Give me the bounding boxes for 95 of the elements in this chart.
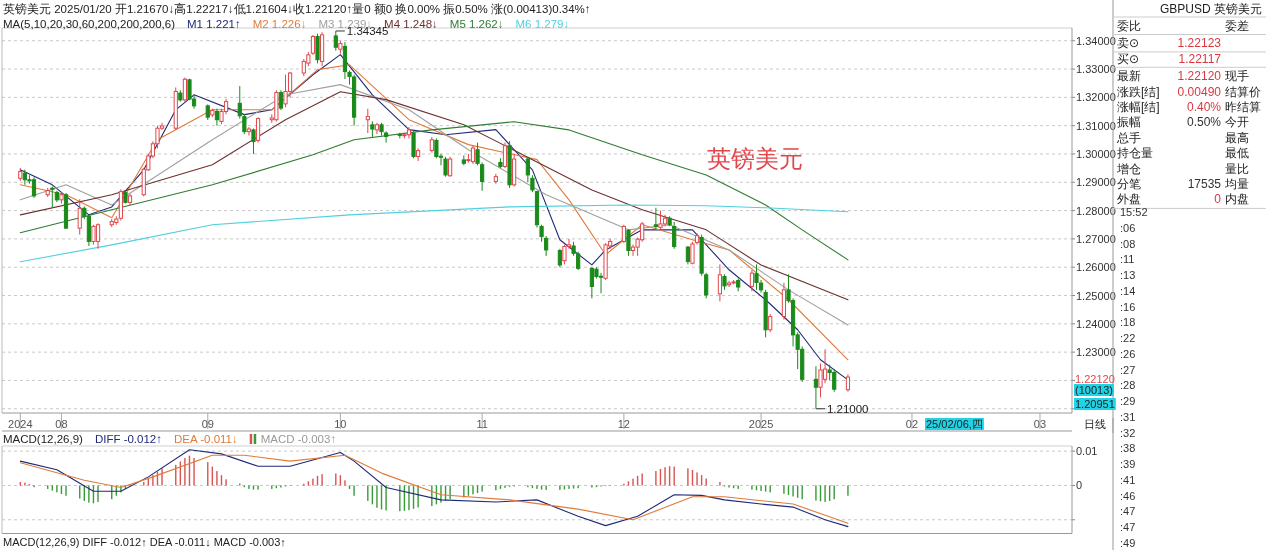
text: M1 1.221↑ [187, 18, 241, 30]
x-tick-label: 11 [476, 418, 488, 430]
text: 0.40% [1186, 100, 1221, 114]
y-tick-label: 1.26000 [1076, 261, 1116, 274]
text: 日线 [1084, 418, 1106, 430]
x-tick-label: 2025 [748, 418, 774, 430]
text: :38 [1120, 442, 1136, 455]
y-tick-label: 1.24000 [1076, 317, 1116, 330]
category-label: 最低 [1225, 146, 1249, 161]
text: :18 [1120, 316, 1136, 329]
chart-title: 英镑美元 2025/01/20 开1.21670↓高1.22217↓低1.21604↓收1.22120↑量0 额0 换0.00% 振0.50% 涨(0.00413)0.34%↑ [3, 2, 591, 15]
text: :32 [1120, 426, 1136, 439]
y-tick-label: 1.31000 [1076, 119, 1116, 132]
y-tick-label: 1.23000 [1076, 346, 1116, 359]
text: M5 1.262↓ [449, 18, 504, 30]
y-tick-label: 1.27000 [1076, 232, 1116, 245]
x-tick-label: 03 [1033, 418, 1047, 430]
text: 1.22117 [1178, 51, 1221, 66]
text: :06 [1120, 221, 1136, 234]
category-label: 涨幅[结] [1117, 100, 1160, 114]
text: :29 [1120, 395, 1136, 408]
text: :31 [1120, 410, 1136, 423]
y-tick-label: 1.32000 [1076, 91, 1116, 104]
annotation: 1.21000 [826, 402, 869, 415]
y-tick-label: 0.01 [1076, 445, 1098, 458]
text: 1.22120 [1075, 373, 1115, 385]
text: 15:52 [1120, 206, 1148, 218]
text: :27 [1120, 363, 1136, 376]
category-label: 昨结算 [1225, 100, 1261, 114]
text: 25/02/06,四 [926, 418, 983, 430]
category-label: 现手 [1225, 69, 1249, 84]
text: :28 [1120, 379, 1136, 392]
series-label: DIFF -0.012↑ [94, 433, 162, 445]
text: 0 [1214, 192, 1221, 207]
category-label: 委差 [1225, 19, 1249, 33]
series-label: DEA -0.011↓ [174, 433, 238, 445]
legend-title: MACD(12,26,9) [3, 433, 84, 445]
category-label: 振幅 [1117, 115, 1141, 130]
category-label: 结算价 [1225, 84, 1261, 99]
y-tick-label: 1.29000 [1076, 176, 1116, 189]
text: :39 [1120, 458, 1136, 471]
annotation: 英镑美元 [707, 144, 803, 172]
y-tick-label: 1.30000 [1076, 147, 1116, 160]
y-tick-label: 1.34000 [1076, 34, 1116, 47]
x-tick-label: 02 [905, 418, 919, 430]
text: :22 [1120, 332, 1136, 345]
text: (10013) [1075, 384, 1113, 396]
text: :11 [1120, 253, 1135, 266]
x-tick-label: 2024 [8, 418, 33, 430]
category-label: 卖⊙ [1117, 36, 1140, 51]
category-label: 外盘 [1117, 192, 1141, 207]
y-tick-label: 1.28000 [1076, 204, 1116, 217]
category-label: 内盘 [1225, 192, 1249, 207]
text: 0.00490 [1177, 84, 1221, 99]
category-label: 最高 [1225, 130, 1249, 145]
y-tick-label: 0 [1076, 479, 1083, 492]
y-tick-label: 1.25000 [1076, 289, 1116, 302]
x-tick-label: 08 [55, 418, 68, 430]
text: 17535 [1187, 177, 1221, 191]
category-label: 委比 [1117, 19, 1141, 33]
category-label: 总手 [1117, 130, 1141, 145]
category-label: 今开 [1225, 115, 1249, 130]
text: 1.22123 [1177, 36, 1221, 51]
text: :46 [1120, 489, 1136, 502]
category-label: 量比 [1225, 161, 1249, 176]
category-label: 增仓 [1117, 161, 1141, 176]
category-label: 均量 [1225, 177, 1249, 191]
category-label: 分笔 [1117, 177, 1141, 191]
text: 1.20951 [1075, 398, 1115, 410]
category-label: 最新 [1117, 69, 1141, 84]
text: MACD(12,26,9) DIFF -0.012↑ DEA -0.011↓ MACD -0.003↑ [3, 536, 286, 548]
text: :49 [1120, 536, 1136, 549]
category-label: 涨跌[结] [1117, 84, 1160, 99]
text: :08 [1120, 237, 1136, 250]
text: 1.22120 [1177, 69, 1221, 84]
text: GBPUSD 英镑美元 [1159, 2, 1262, 16]
text: :14 [1120, 284, 1136, 297]
text: :13 [1120, 269, 1136, 282]
x-tick-label: 09 [201, 418, 214, 430]
category-label: 买⊙ [1117, 51, 1140, 66]
y-tick-label: 1.33000 [1076, 63, 1116, 76]
text: M6 1.279↓ [515, 18, 570, 30]
text: :16 [1120, 300, 1136, 313]
text: :26 [1120, 347, 1136, 360]
text: M2 1.226↓ [252, 18, 307, 30]
text: M4 1.248↓ [384, 18, 438, 30]
text: :41 [1120, 473, 1136, 486]
x-tick-label: 12 [617, 418, 631, 430]
category-label: 持仓量 [1117, 146, 1153, 161]
legend-label: MACD -0.003↑ [260, 433, 337, 445]
text: 0.50% [1186, 115, 1221, 130]
text: :47 [1120, 521, 1136, 534]
x-tick-label: 10 [334, 418, 347, 430]
legend-title: MA(5,10,20,30,60,200,200,200,6) [3, 18, 176, 30]
text: :47 [1120, 505, 1136, 518]
